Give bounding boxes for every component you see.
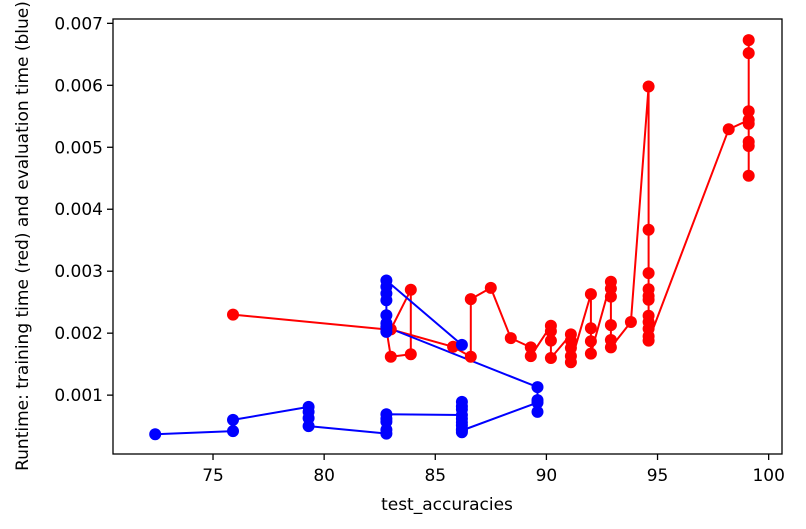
series-0-point-22 [584,288,597,301]
series-1-point-21 [455,424,468,437]
series-0-point-33 [642,80,655,93]
series-0-point-48 [742,47,755,60]
y-tick-label: 0.007 [54,14,103,34]
series-0-point-47 [742,34,755,47]
series-1-point-24 [531,394,544,407]
series-0-point-3 [404,348,417,361]
series-markers [149,34,755,441]
series-0-point-38 [642,293,655,306]
series-0-point-12 [524,350,537,363]
y-tick-label: 0.001 [54,386,103,406]
series-1-line [155,279,539,436]
series-0-point-4 [404,283,417,296]
series-0-point-44 [722,123,735,136]
series-0-point-32 [624,316,637,328]
series-0-point-31 [604,341,617,354]
x-tick-label: 90 [536,466,558,486]
series-0-point-28 [604,290,617,303]
plot-frame [112,18,783,455]
series-0-point-29 [604,319,617,332]
series-0-point-14 [544,325,557,338]
x-tick-label: 85 [424,466,446,486]
y-tick-label: 0.002 [54,324,103,344]
x-axis-title: test_accuracies [381,495,513,515]
series-1-point-23 [531,405,544,418]
series-0-point-2 [384,350,397,363]
series-1-point-0 [149,428,162,441]
series-0-point-49 [742,117,755,130]
y-tick-label: 0.004 [54,200,103,220]
x-tick-label: 95 [647,466,669,486]
series-1-point-1 [227,425,239,438]
series-0-point-43 [642,334,655,347]
y-tick-label: 0.003 [54,262,103,282]
series-0-line [232,39,750,364]
y-tick-label: 0.005 [54,138,103,158]
series-0-point-51 [742,140,755,152]
series-1-point-25 [531,381,544,394]
y-axis-title: Runtime: training time (red) and evaluat… [13,1,33,471]
series-0-point-9 [484,281,497,294]
series-0-point-34 [642,223,655,236]
series-0-point-46 [742,105,755,118]
series-lines [155,39,750,436]
series-0-point-15 [544,334,557,347]
series-0-point-23 [584,322,597,335]
series-0-point-0 [227,308,239,321]
series-0-point-24 [584,335,597,348]
series-0-point-21 [564,356,577,369]
series-0-point-7 [464,350,477,363]
series-1-point-30 [380,309,393,322]
y-axis: 0.001 0.002 0.003 0.004 0.005 0.006 0.007 [54,14,113,406]
series-0-point-10 [504,332,517,345]
series-1-point-2 [227,413,239,426]
series-0-point-25 [584,347,597,360]
x-tick-label: 80 [313,466,335,486]
series-0-point-52 [742,169,755,182]
series-1-point-11 [380,408,393,421]
series-1-point-15 [455,403,468,416]
series-0-point-11 [524,341,537,354]
series-0-point-16 [544,352,557,364]
x-tick-label: 100 [752,466,784,486]
y-tick-label: 0.006 [54,76,103,96]
series-0-point-8 [464,293,477,306]
series-0-point-35 [642,267,655,280]
series-1-point-34 [380,274,393,287]
series-1-point-6 [302,420,315,433]
series-1-point-35 [455,338,468,351]
x-axis: 75 80 85 90 95 100 [202,454,785,486]
x-tick-label: 75 [202,466,224,486]
